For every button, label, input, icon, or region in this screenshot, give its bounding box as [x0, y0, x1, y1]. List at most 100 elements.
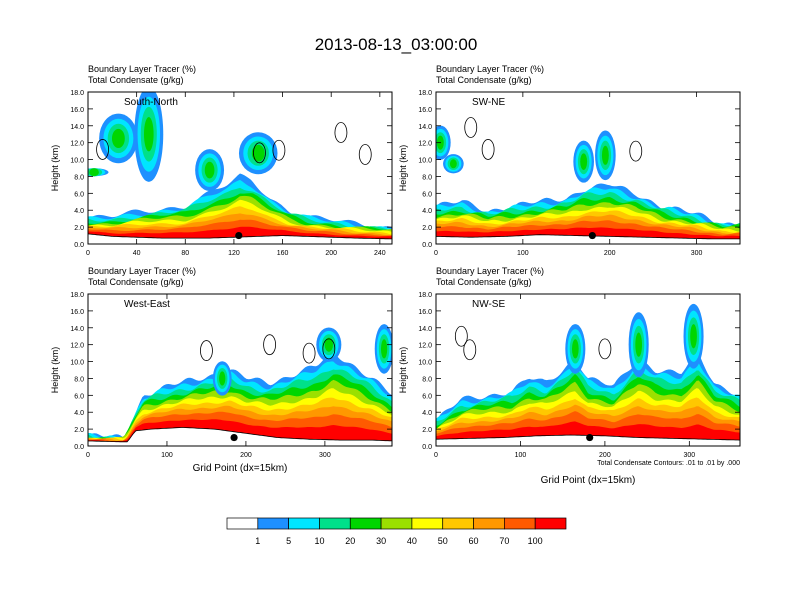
x-tick-label: 100 [517, 250, 529, 257]
y-tick-label: 6.0 [422, 393, 432, 400]
panel-subtitle-line: Total Condensate (g/kg) [436, 277, 532, 287]
x-tick-label: 200 [599, 452, 611, 459]
condensate-contour [96, 139, 109, 160]
panel-nw-se: Boundary Layer Tracer (%)Total Condensat… [398, 266, 741, 486]
y-tick-label: 18.0 [418, 292, 432, 299]
colorbar-segment [442, 517, 474, 530]
y-tick-label: 16.0 [418, 107, 432, 114]
plume-shading [635, 332, 643, 357]
plot-frame [87, 293, 393, 447]
condensate-contour [272, 139, 286, 161]
y-tick-label: 2.0 [422, 225, 432, 232]
x-tick-label: 300 [691, 250, 703, 257]
x-tick-label: 100 [515, 452, 527, 459]
plume-shading [89, 168, 99, 177]
y-tick-label: 4.0 [74, 410, 84, 417]
y-tick-label: 6.0 [74, 393, 84, 400]
colorbar-label: 5 [286, 536, 291, 546]
figure-title: 2013-08-13_03:00:00 [315, 35, 478, 54]
plume-shading [251, 144, 265, 162]
y-tick-label: 12.0 [418, 343, 432, 350]
colorbar-label: 10 [314, 536, 324, 546]
y-tick-label: 0.0 [422, 242, 432, 249]
x-tick-label: 240 [374, 250, 386, 257]
y-tick-label: 6.0 [422, 191, 432, 198]
condensate-contour [334, 122, 348, 143]
y-tick-label: 0.0 [422, 444, 432, 451]
x-axis-label: Grid Point (dx=15km) [541, 475, 636, 486]
y-tick-label: 8.0 [74, 376, 84, 383]
condensate-contour [263, 334, 277, 356]
x-tick-label: 120 [228, 250, 240, 257]
y-tick-label: 10.0 [70, 158, 84, 165]
plume-shading [380, 339, 388, 359]
condensate-contour [358, 144, 372, 165]
y-tick-label: 2.0 [74, 225, 84, 232]
panels: Boundary Layer Tracer (%)Total Condensat… [50, 64, 741, 486]
y-tick-label: 18.0 [70, 292, 84, 299]
plume-shading [111, 128, 125, 149]
condensate-contour [598, 338, 612, 360]
y-tick-label: 16.0 [70, 107, 84, 114]
plume-shading [601, 145, 609, 165]
condensate-contour [454, 325, 468, 347]
terrain [88, 233, 392, 244]
y-tick-label: 16.0 [418, 309, 432, 316]
condensate-contour [463, 339, 477, 361]
tracer-field [88, 92, 392, 244]
plot-frame [435, 293, 741, 447]
colorbar-segment [534, 517, 567, 530]
x-tick-label: 0 [434, 250, 438, 257]
location-marker [235, 231, 243, 240]
colorbar-segment [473, 517, 505, 530]
y-tick-label: 6.0 [74, 191, 84, 198]
plume-shading [219, 371, 226, 386]
y-tick-label: 10.0 [70, 360, 84, 367]
colorbar-label: 70 [499, 536, 509, 546]
panel-subtitle-line: Boundary Layer Tracer (%) [436, 64, 544, 74]
panel-label: SW-NE [472, 97, 505, 108]
y-tick-label: 14.0 [70, 124, 84, 131]
y-tick-label: 12.0 [70, 343, 84, 350]
y-tick-label: 4.0 [422, 410, 432, 417]
panel-label: NW-SE [472, 299, 505, 310]
y-tick-label: 4.0 [422, 208, 432, 215]
x-axis-label: Grid Point (dx=15km) [193, 463, 288, 474]
tracer-field [88, 294, 392, 446]
colorbar-segment [504, 517, 536, 530]
y-tick-label: 0.0 [74, 444, 84, 451]
panel-subtitle-line: Boundary Layer Tracer (%) [436, 266, 544, 276]
panel-label: South-North [124, 97, 178, 108]
colorbar-label: 20 [345, 536, 355, 546]
x-tick-label: 0 [434, 452, 438, 459]
tracer-field [436, 294, 740, 446]
y-tick-label: 10.0 [418, 158, 432, 165]
x-tick-label: 300 [319, 452, 331, 459]
panel-subtitle-line: Total Condensate (g/kg) [88, 75, 184, 85]
plume-shading [690, 324, 697, 349]
plume-shading [571, 339, 579, 359]
y-tick-label: 14.0 [418, 326, 432, 333]
panel-subtitle-line: Total Condensate (g/kg) [436, 75, 532, 85]
contour-note: Total Condensate Contours: .01 to .01 by… [597, 460, 740, 467]
y-axis-label: Height (km) [398, 145, 408, 192]
plot-frame [87, 91, 393, 245]
x-tick-label: 0 [86, 250, 90, 257]
colorbar-segment [226, 517, 259, 530]
colorbar-label: 50 [438, 536, 448, 546]
panel-label: West-East [124, 299, 170, 310]
condensate-contour [481, 139, 495, 160]
y-tick-label: 14.0 [418, 124, 432, 131]
y-tick-label: 14.0 [70, 326, 84, 333]
y-tick-label: 12.0 [70, 141, 84, 148]
panel-subtitle-line: Total Condensate (g/kg) [88, 277, 184, 287]
x-tick-label: 40 [133, 250, 141, 257]
x-tick-label: 0 [86, 452, 90, 459]
location-marker [586, 433, 594, 442]
colorbar-label: 100 [528, 536, 543, 546]
plume-shading [143, 117, 154, 152]
condensate-contour [464, 117, 478, 138]
y-tick-label: 2.0 [422, 427, 432, 434]
colorbar-label: 1 [255, 536, 260, 546]
